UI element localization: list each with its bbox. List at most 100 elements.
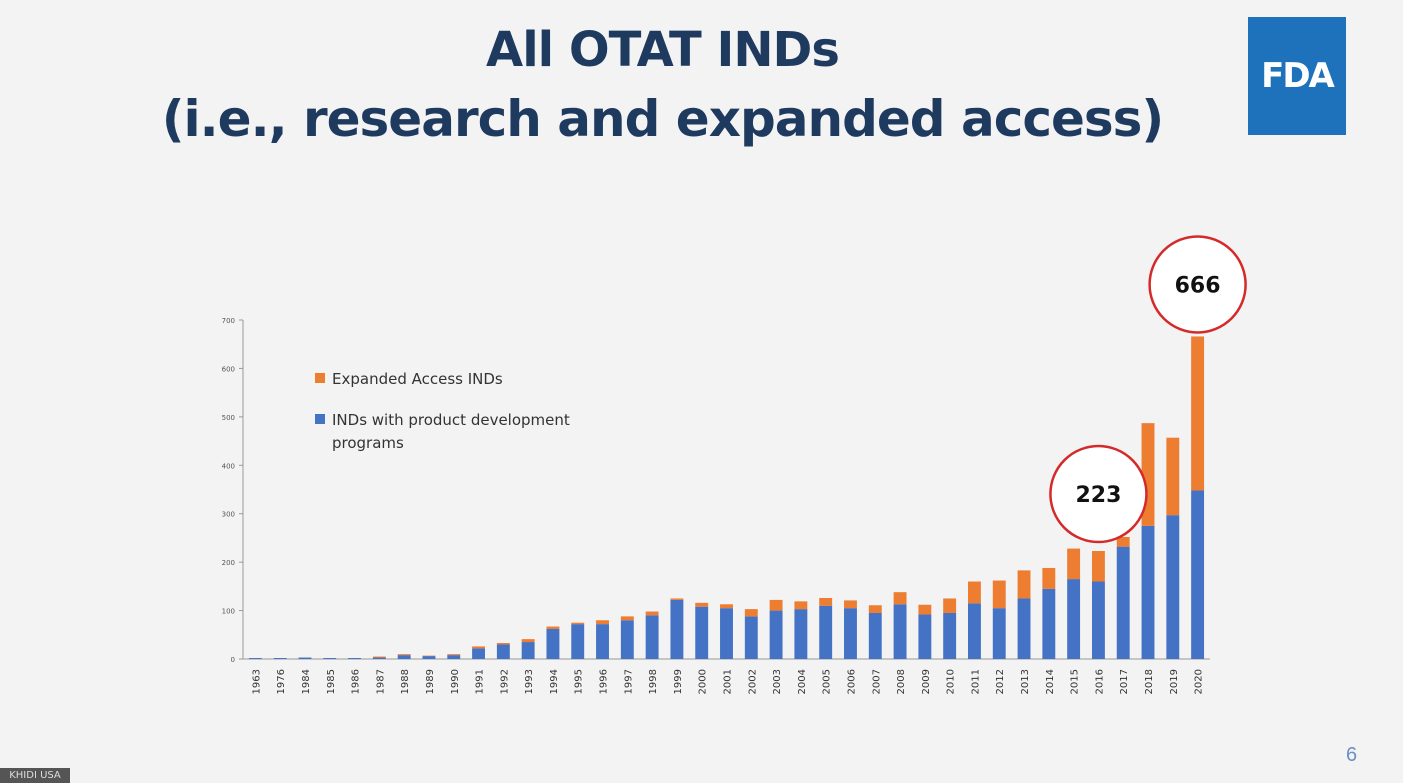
x-tick-label: 2017 [1119,669,1130,694]
bar-expanded-access [968,581,981,604]
annotation-circle [1148,235,1247,334]
bar-product-development [496,644,510,659]
bar-product-development [720,608,733,659]
bar-expanded-access [397,654,411,656]
x-tick-label: 2008 [896,669,907,694]
y-tick-label: 700 [222,317,235,325]
chart-legend: Expanded Access INDs INDs with product d… [315,368,625,473]
legend-item-product-development: INDs with product development programs [315,409,625,455]
x-tick-label: 2004 [797,669,808,694]
bar-expanded-access [893,592,907,605]
x-tick-label: 1990 [450,669,461,694]
bar-product-development [1116,546,1130,659]
bar-expanded-access [596,620,609,625]
bar-expanded-access [645,611,659,616]
x-tick-label: 2011 [970,669,981,694]
annotation-label: 223 [1075,483,1121,508]
bar-product-development [670,599,684,659]
bar-product-development [794,609,808,659]
x-tick-label: 1997 [623,669,634,694]
legend-swatch-product-development [315,414,325,424]
fda-logo: FDA [1248,17,1346,135]
bar-product-development [323,658,337,659]
x-tick-label: 2016 [1094,669,1105,694]
x-tick-label: 1984 [301,669,312,694]
slide-title-line-2: (i.e., research and expanded access) [161,90,1165,148]
x-tick-label: 2012 [995,669,1006,694]
legend-item-expanded-access: Expanded Access INDs [315,368,625,391]
bar-expanded-access [1116,536,1130,547]
x-tick-label: 1976 [276,669,287,694]
x-tick-label: 1994 [549,669,560,694]
bar-expanded-access [1042,567,1056,589]
bar-product-development [868,612,882,659]
bar-expanded-access [720,604,733,609]
page-number: 6 [1346,744,1358,766]
x-tick-label: 2019 [1169,669,1180,694]
x-tick-label: 1998 [648,669,659,694]
bar-expanded-access [943,598,957,613]
x-tick-label: 1999 [673,669,684,694]
x-tick-label: 1992 [499,669,510,694]
bar-product-development [248,658,262,659]
bar-expanded-access [1191,336,1205,491]
bar-product-development [521,642,535,659]
bar-product-development [844,608,857,659]
y-tick-label: 600 [222,365,235,373]
bar-expanded-access [868,605,882,613]
bar-product-development [943,612,957,659]
bar-product-development [397,655,411,659]
bar-expanded-access [496,643,510,645]
bar-expanded-access [769,599,783,611]
bar-product-development [893,604,907,659]
bar-product-development [645,615,659,659]
y-tick-label: 500 [222,414,235,422]
bar-product-development [620,620,634,659]
y-tick-label: 200 [222,559,235,567]
x-tick-label: 2020 [1194,669,1205,694]
bar-expanded-access [744,609,758,617]
x-tick-label: 2005 [822,669,833,694]
bar-product-development [1141,525,1155,659]
y-tick-label: 300 [222,511,235,519]
annotation-circle [1049,444,1148,544]
legend-label-expanded-access: Expanded Access INDs [332,370,503,388]
y-tick-label: 400 [222,462,235,470]
bar-expanded-access [844,600,857,609]
bar-expanded-access [546,626,560,629]
slide-title-line-1: All OTAT INDs [486,22,840,78]
bar-product-development [1017,598,1031,659]
x-tick-label: 1963 [251,669,262,694]
bar-product-development [348,658,362,659]
bar-product-development [744,616,758,659]
bar-product-development [1067,579,1081,659]
y-tick-label: 100 [222,608,235,616]
bar-expanded-access [1091,551,1105,582]
legend-swatch-expanded-access [315,373,325,383]
bar-expanded-access [1067,548,1081,580]
x-tick-label: 2018 [1144,669,1155,694]
bar-product-development [372,657,386,659]
bar-expanded-access [819,597,833,606]
bar-expanded-access [447,654,461,656]
bar-product-development [422,656,436,659]
bar-product-development [472,648,485,659]
x-tick-label: 2006 [846,669,857,694]
bar-product-development [546,628,560,659]
bar-product-development [1191,490,1205,659]
annotation-label: 666 [1175,273,1221,298]
bar-expanded-access [1166,437,1180,516]
x-tick-label: 1995 [574,669,585,694]
bar-expanded-access [472,646,485,649]
bar-product-development [1091,581,1105,659]
x-tick-label: 2001 [723,669,734,694]
x-tick-label: 2015 [1070,669,1081,694]
bar-expanded-access [695,602,709,607]
x-tick-label: 2010 [946,669,957,694]
bar-product-development [1042,588,1056,659]
x-tick-label: 2002 [747,669,758,694]
x-tick-label: 1988 [400,669,411,694]
x-tick-label: 2007 [871,669,882,694]
x-tick-label: 2003 [772,669,783,694]
